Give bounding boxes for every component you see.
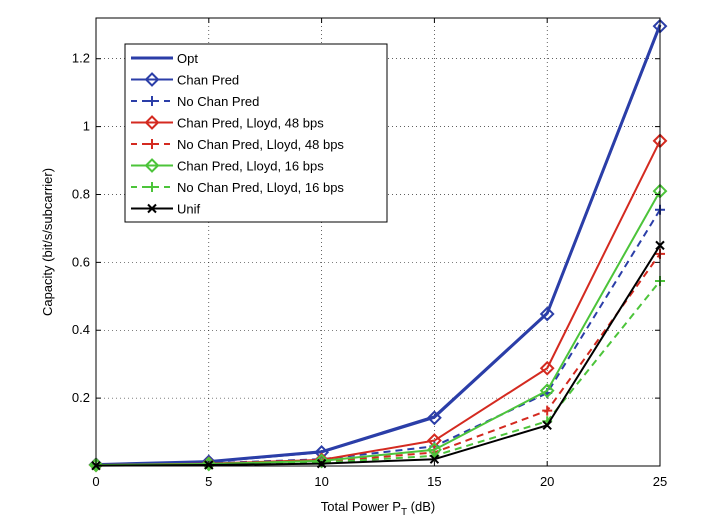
series-line bbox=[95, 244, 661, 467]
x-tick-label: 5 bbox=[205, 474, 212, 489]
plot-frame bbox=[95, 17, 661, 467]
legend-item: No Chan Pred bbox=[131, 94, 259, 109]
x-tick-label: 15 bbox=[427, 474, 441, 489]
x-tick-label: 0 bbox=[92, 474, 99, 489]
legend-label: Chan Pred, Lloyd, 16 bps bbox=[177, 159, 324, 174]
y-tick-label: 0.4 bbox=[72, 322, 90, 337]
legend-marker bbox=[147, 182, 157, 192]
legend-item: No Chan Pred, Lloyd, 16 bps bbox=[131, 180, 344, 195]
legend-marker bbox=[144, 115, 160, 130]
legend-marker bbox=[144, 158, 160, 173]
x-axis-label-unit: (dB) bbox=[407, 499, 435, 514]
y-tick-label: 1.2 bbox=[72, 51, 90, 66]
y-tick-label: 0.2 bbox=[72, 390, 90, 405]
y-tick-label: 1 bbox=[83, 119, 90, 134]
y-axis-label: Capacity (bit/s/subcarrier) bbox=[40, 168, 55, 316]
legend-item: Chan Pred, Lloyd, 48 bps bbox=[131, 115, 324, 131]
data-point-marker bbox=[539, 306, 555, 322]
series-group bbox=[88, 18, 668, 473]
legend-item: No Chan Pred, Lloyd, 48 bps bbox=[131, 137, 344, 152]
series-line bbox=[95, 280, 661, 467]
series-line bbox=[95, 209, 661, 466]
legend-marker bbox=[147, 203, 157, 214]
legend: Opt Chan Pred No Chan Pred Chan Pred, Lloyd… bbox=[124, 43, 388, 223]
series-line bbox=[95, 253, 661, 467]
y-tick-label: 0.6 bbox=[72, 254, 90, 269]
grid-lines bbox=[96, 18, 660, 466]
data-point-marker bbox=[539, 360, 555, 376]
legend-box bbox=[124, 43, 388, 223]
y-tick-label: 0.8 bbox=[72, 186, 90, 201]
legend-label: Unif bbox=[177, 202, 201, 217]
legend-label: No Chan Pred bbox=[177, 94, 259, 109]
x-axis-label-subscript: T bbox=[401, 507, 407, 518]
axis-ticks: 0 5 10 15 20 25 0.2 0.4 0.6 0.8 1 1.2 bbox=[72, 18, 667, 489]
legend-item: Chan Pred, Lloyd, 16 bps bbox=[131, 158, 324, 174]
legend-marker bbox=[147, 96, 157, 106]
legend-label: Chan Pred, Lloyd, 48 bps bbox=[177, 116, 324, 131]
x-tick-label: 25 bbox=[653, 474, 667, 489]
legend-label: Opt bbox=[177, 51, 198, 66]
data-point-marker bbox=[426, 433, 442, 448]
data-point-marker bbox=[542, 405, 553, 416]
legend-item: Chan Pred bbox=[131, 72, 239, 88]
series-line bbox=[95, 25, 661, 466]
x-tick-label: 10 bbox=[314, 474, 328, 489]
data-point-marker bbox=[539, 383, 555, 399]
data-point-marker bbox=[542, 420, 552, 430]
data-point-marker bbox=[429, 454, 440, 464]
legend-label: Chan Pred bbox=[177, 73, 239, 88]
legend-marker bbox=[147, 139, 157, 149]
legend-item: Unif bbox=[131, 202, 201, 217]
legend-item: Opt bbox=[131, 51, 198, 66]
x-tick-label: 20 bbox=[540, 474, 554, 489]
legend-label: No Chan Pred, Lloyd, 48 bps bbox=[177, 137, 344, 152]
x-axis-label-main: Total Power P bbox=[321, 499, 401, 514]
data-point-marker bbox=[426, 410, 442, 426]
x-axis-label: Total Power PT (dB) bbox=[321, 499, 435, 518]
legend-label: No Chan Pred, Lloyd, 16 bps bbox=[177, 180, 344, 195]
legend-marker bbox=[144, 72, 160, 87]
